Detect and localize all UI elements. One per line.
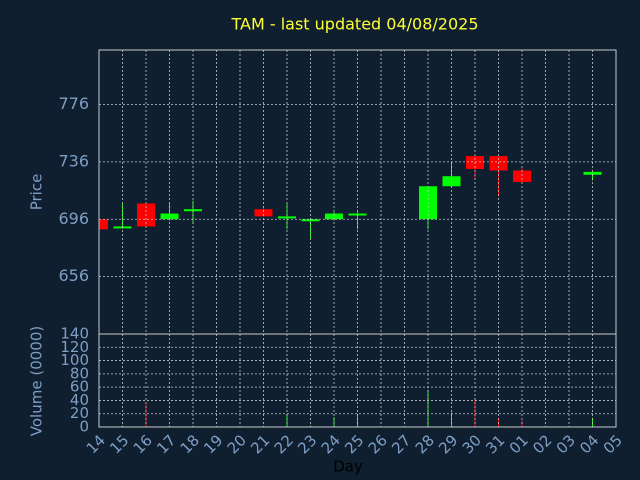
volume-tick-label: 100 [60, 351, 89, 369]
volume-tick-label: 0 [79, 418, 89, 436]
candle-body [513, 170, 531, 182]
candle-body [278, 216, 296, 219]
volume-tick-label: 60 [70, 378, 89, 396]
x-axis-label: Day [333, 458, 363, 476]
chart-title: TAM - last updated 04/08/2025 [230, 15, 478, 34]
candle-body [442, 176, 461, 187]
y-tick-label: 736 [58, 151, 89, 170]
candle-body [160, 213, 179, 220]
volume-axis-label: Volume (0000) [28, 326, 46, 436]
candle-body [301, 219, 320, 222]
y-tick-label: 776 [58, 94, 89, 113]
candle-body [254, 209, 273, 217]
y-axis-label: Price [28, 174, 46, 211]
volume-tick-label: 20 [70, 404, 89, 422]
volume-tick-label: 80 [70, 364, 89, 382]
y-tick-label: 696 [58, 209, 89, 228]
volume-tick-label: 120 [60, 338, 89, 356]
candle-body [325, 213, 343, 220]
y-tick-label: 656 [58, 266, 89, 285]
candle-body [583, 171, 602, 175]
volume-tick-label: 140 [60, 325, 89, 343]
candle-body [99, 219, 108, 230]
volume-tick-label: 40 [70, 391, 89, 409]
